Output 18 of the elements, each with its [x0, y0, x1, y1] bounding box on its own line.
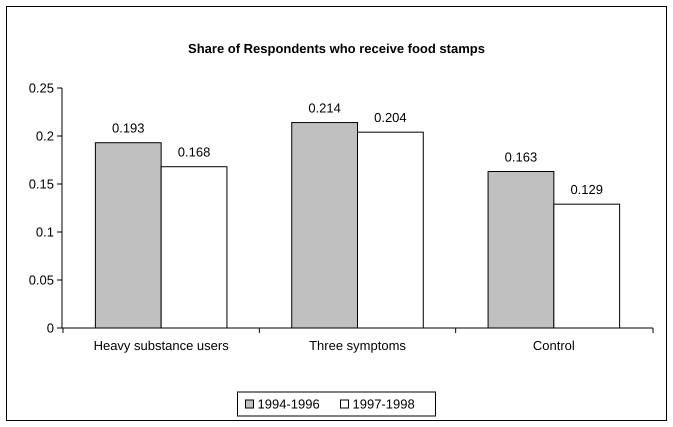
y-tick-label: 0.25: [28, 80, 54, 96]
data-label: 0.163: [504, 150, 538, 165]
chart-title: Share of Respondents who receive food stamps: [188, 41, 485, 56]
data-label: 0.204: [374, 110, 407, 126]
legend-label: 1997-1998: [352, 396, 415, 412]
data-label: 0.168: [178, 144, 210, 160]
x-tick-label: Control: [532, 338, 575, 353]
legend-label: 1994-1996: [258, 396, 320, 412]
data-label: 0.214: [308, 100, 341, 116]
x-tick-label: Heavy substance users: [94, 338, 230, 353]
y-tick-label: 0.05: [28, 272, 54, 288]
y-tick-label: 0.1: [36, 224, 54, 240]
y-tick-label: 0.2: [36, 128, 54, 144]
data-label: 0.193: [112, 120, 145, 136]
y-tick-label: 0: [46, 320, 54, 336]
x-tick-label: Three symptoms: [309, 338, 406, 353]
data-label: 0.129: [570, 182, 604, 198]
y-tick-label: 0.15: [28, 176, 54, 192]
